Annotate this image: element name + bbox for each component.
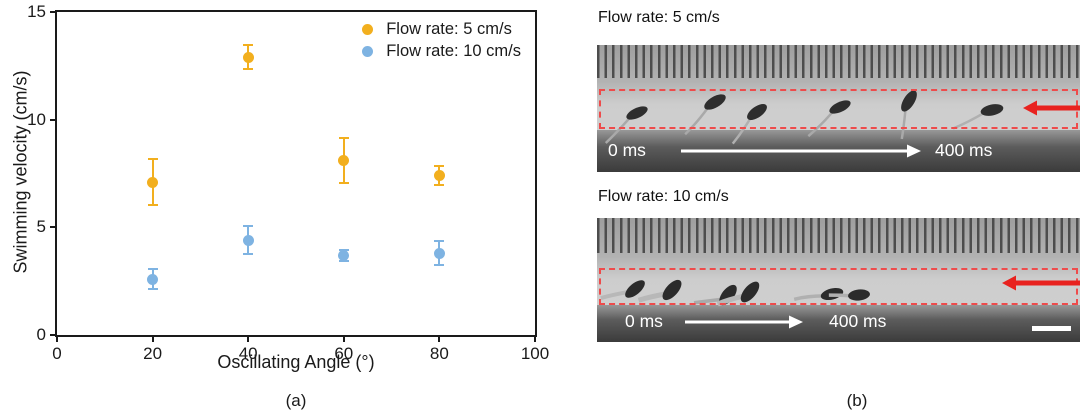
data-point-series-1 xyxy=(147,273,159,285)
scale-bar xyxy=(1032,326,1071,331)
y-tick xyxy=(50,226,57,229)
y-tick-label: 10 xyxy=(27,109,46,129)
panel-a-caption: (a) xyxy=(285,391,307,410)
microscopy-frame-1: 0 ms 400 ms xyxy=(597,45,1080,172)
x-tick-label: 20 xyxy=(143,344,163,363)
x-tick-label: 100 xyxy=(520,344,550,363)
micropillar-array xyxy=(597,45,1080,83)
micropillar-teeth xyxy=(597,218,1080,253)
y-tick-label: 15 xyxy=(27,2,46,21)
legend-marker-flow-5-icon xyxy=(362,24,374,35)
x-tick-label: 40 xyxy=(238,344,258,363)
legend-label-flow-10: Flow rate: 10 cm/s xyxy=(386,42,521,60)
tracking-region-box xyxy=(599,268,1078,305)
tracking-region-box xyxy=(599,89,1078,129)
chart-legend: Flow rate: 5 cm/s Flow rate: 10 cm/s xyxy=(362,20,521,61)
panel-b-caption: (b) xyxy=(846,391,868,410)
x-tick xyxy=(342,335,345,342)
frame-2-label: Flow rate: 10 cm/s xyxy=(598,188,729,205)
plot-inner: Flow rate: 5 cm/s Flow rate: 10 cm/s 0 20… xyxy=(27,2,549,363)
data-point-series-0 xyxy=(147,176,159,188)
micropillar-array xyxy=(597,218,1080,258)
plot-area: Flow rate: 5 cm/s Flow rate: 10 cm/s 0 20… xyxy=(27,2,549,363)
timeline-band xyxy=(597,130,1080,172)
y-axis-title: Swimming velocity (cm/s) xyxy=(10,70,31,274)
x-axis-title: Oscillating Angle (°) xyxy=(217,352,375,372)
x-tick xyxy=(56,335,58,342)
time-end-label: 400 ms xyxy=(935,140,993,160)
microscopy-frame-2: 0 ms 400 ms xyxy=(597,218,1080,342)
y-tick xyxy=(50,11,57,13)
x-tick-label: 60 xyxy=(334,344,354,363)
data-point-series-1 xyxy=(433,247,445,259)
y-tick-label: 0 xyxy=(36,325,46,344)
data-point-series-0 xyxy=(433,170,445,182)
data-point-series-0 xyxy=(242,51,254,63)
timeline-band xyxy=(597,305,1080,342)
legend-marker-flow-10-icon xyxy=(362,46,374,57)
legend-item-flow-10: Flow rate: 10 cm/s xyxy=(362,42,521,61)
data-point-series-1 xyxy=(338,249,350,261)
legend-label-flow-5: Flow rate: 5 cm/s xyxy=(386,20,512,38)
data-point-series-1 xyxy=(242,234,254,246)
data-point-series-0 xyxy=(338,155,350,167)
micropillar-teeth xyxy=(597,45,1080,78)
x-tick-label: 80 xyxy=(429,344,449,363)
x-tick-label: 0 xyxy=(52,344,62,363)
x-tick xyxy=(438,335,441,342)
y-tick xyxy=(50,118,57,121)
x-tick xyxy=(247,335,250,342)
frame-1-label: Flow rate: 5 cm/s xyxy=(598,9,720,26)
y-tick xyxy=(50,334,57,336)
x-tick xyxy=(151,335,154,342)
time-start-label: 0 ms xyxy=(625,311,663,331)
x-tick xyxy=(534,335,536,342)
time-start-label: 0 ms xyxy=(608,140,646,160)
time-end-label: 400 ms xyxy=(829,311,887,331)
legend-item-flow-5: Flow rate: 5 cm/s xyxy=(362,20,521,39)
y-tick-label: 5 xyxy=(36,217,46,237)
